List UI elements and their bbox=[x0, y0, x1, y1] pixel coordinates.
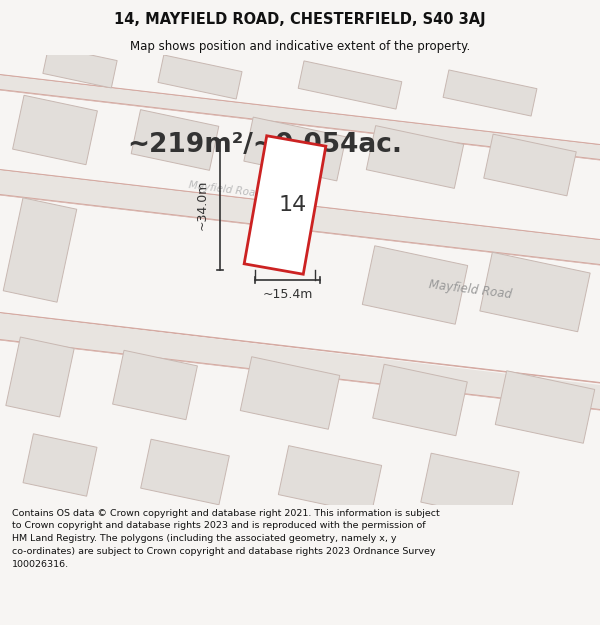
Text: Mayfield Road: Mayfield Road bbox=[188, 181, 262, 199]
Text: 14: 14 bbox=[279, 195, 307, 215]
Polygon shape bbox=[298, 61, 402, 109]
Text: Contains OS data © Crown copyright and database right 2021. This information is : Contains OS data © Crown copyright and d… bbox=[12, 509, 440, 569]
Text: 14, MAYFIELD ROAD, CHESTERFIELD, S40 3AJ: 14, MAYFIELD ROAD, CHESTERFIELD, S40 3AJ bbox=[114, 12, 486, 27]
Text: Mayfield Road: Mayfield Road bbox=[428, 279, 512, 301]
Polygon shape bbox=[0, 170, 600, 265]
Polygon shape bbox=[443, 70, 537, 116]
Polygon shape bbox=[480, 253, 590, 332]
Text: ~34.0m: ~34.0m bbox=[196, 180, 209, 230]
Polygon shape bbox=[421, 453, 519, 521]
Polygon shape bbox=[373, 364, 467, 436]
Polygon shape bbox=[240, 357, 340, 429]
Polygon shape bbox=[13, 95, 97, 165]
Polygon shape bbox=[113, 350, 197, 420]
Polygon shape bbox=[131, 109, 219, 171]
Polygon shape bbox=[158, 55, 242, 99]
Polygon shape bbox=[0, 75, 600, 160]
Polygon shape bbox=[3, 198, 77, 302]
Polygon shape bbox=[244, 117, 346, 181]
Polygon shape bbox=[0, 169, 600, 240]
Polygon shape bbox=[495, 371, 595, 443]
Text: Map shows position and indicative extent of the property.: Map shows position and indicative extent… bbox=[130, 39, 470, 52]
Polygon shape bbox=[0, 89, 600, 160]
Polygon shape bbox=[484, 134, 576, 196]
Polygon shape bbox=[0, 339, 600, 410]
Polygon shape bbox=[0, 74, 600, 145]
Polygon shape bbox=[23, 434, 97, 496]
Polygon shape bbox=[0, 312, 600, 383]
Polygon shape bbox=[367, 126, 464, 188]
Polygon shape bbox=[278, 446, 382, 514]
Polygon shape bbox=[43, 46, 117, 88]
Text: ~15.4m: ~15.4m bbox=[262, 289, 313, 301]
Polygon shape bbox=[0, 194, 600, 265]
Polygon shape bbox=[140, 439, 229, 505]
Text: ~219m²/~0.054ac.: ~219m²/~0.054ac. bbox=[128, 132, 403, 158]
Polygon shape bbox=[0, 313, 600, 410]
Polygon shape bbox=[244, 136, 326, 274]
Polygon shape bbox=[362, 246, 467, 324]
Polygon shape bbox=[6, 337, 74, 417]
